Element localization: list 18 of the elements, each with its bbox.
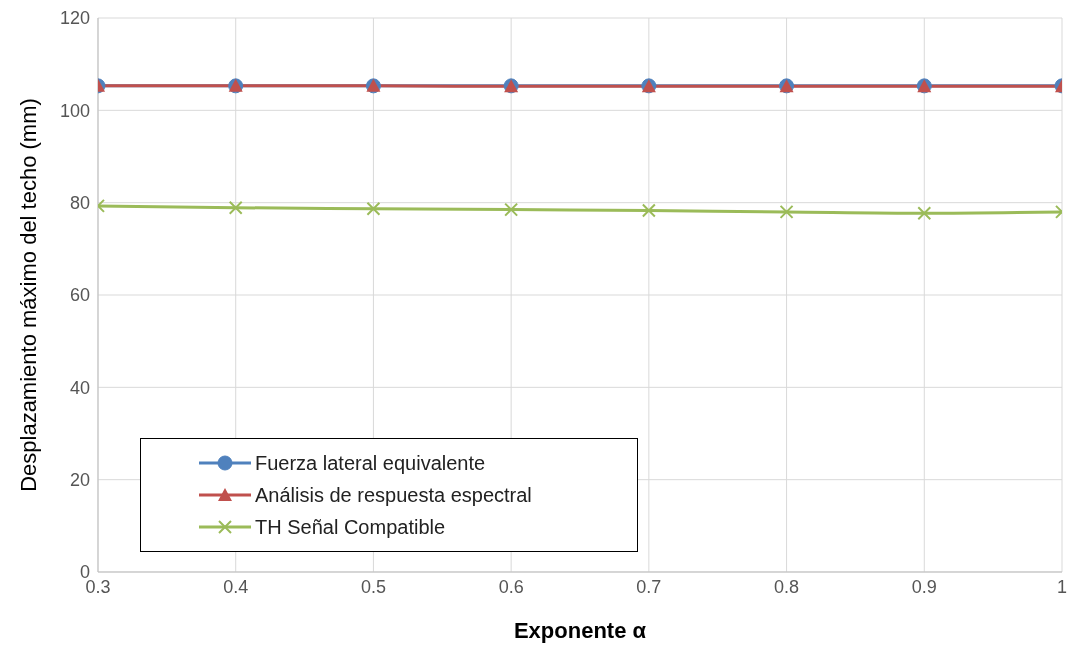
x-tick-label: 1: [1056, 576, 1068, 597]
y-tick-label: 40: [69, 377, 90, 398]
y-tick-label: 80: [69, 193, 90, 214]
x-axis-title: Exponente α: [513, 618, 647, 643]
y-tick-label: 20: [69, 470, 90, 491]
x-tick-label: 0.8: [774, 576, 800, 597]
legend-label: Análisis de respuesta espectral: [255, 483, 532, 507]
legend-label: Fuerza lateral equivalente: [255, 451, 486, 475]
y-axis-title: Desplazamiento máximo del techo (mm): [15, 98, 41, 492]
x-tick-label: 0.4: [223, 576, 249, 597]
y-tick-label: 60: [69, 285, 90, 306]
legend-label: TH Señal Compatible: [255, 515, 446, 539]
x-tick-label: 0.7: [636, 576, 662, 597]
x-tick-label: 0.9: [911, 576, 937, 597]
x-tick-label: 0.5: [360, 576, 386, 597]
y-tick-label: 120: [59, 8, 90, 29]
y-tick-label: 100: [59, 100, 90, 121]
x-tick-label: 0.6: [498, 576, 524, 597]
